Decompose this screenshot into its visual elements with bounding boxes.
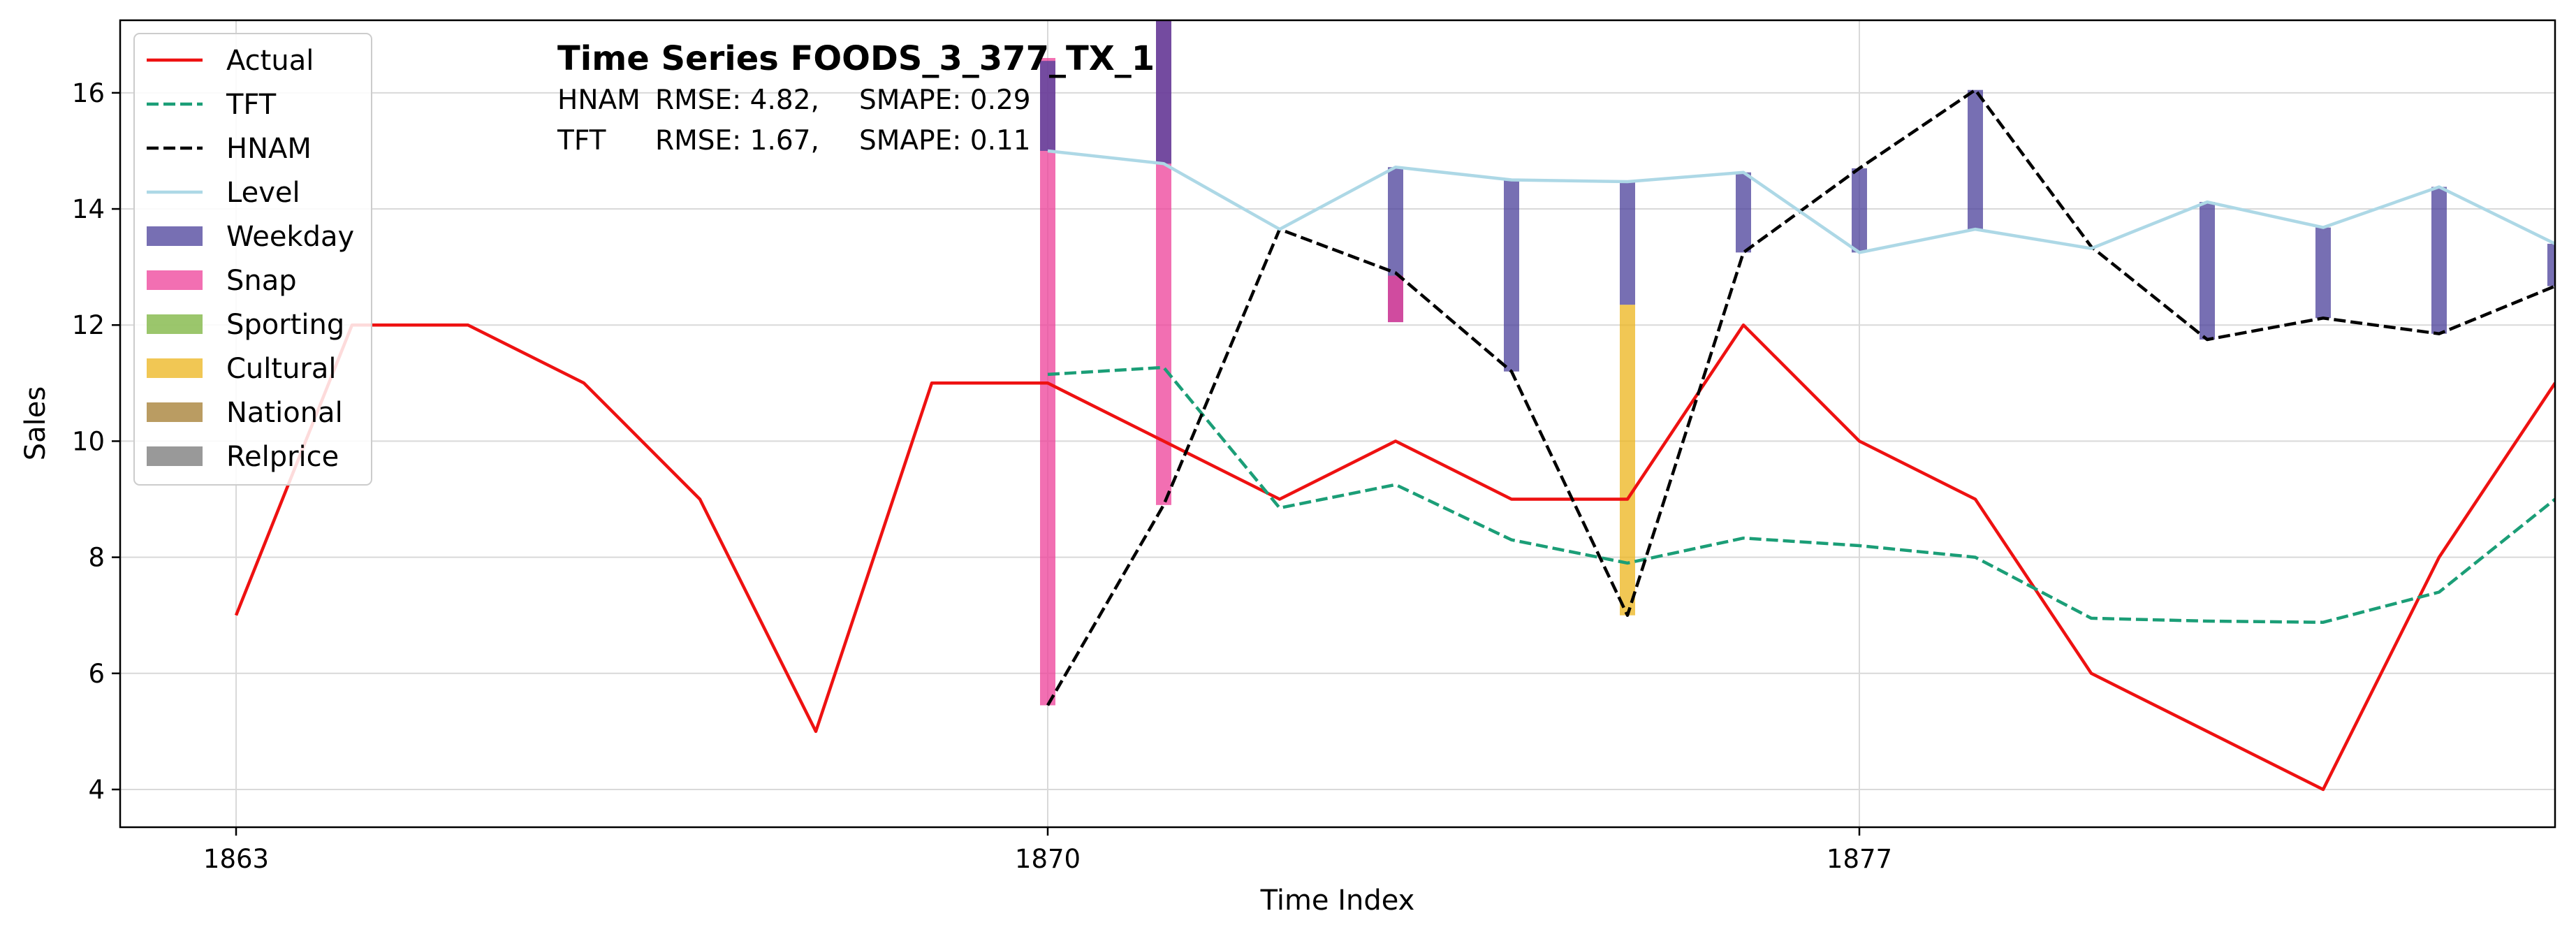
bar-weekday	[1736, 172, 1751, 253]
legend-swatch-snap	[147, 270, 203, 290]
y-tick-label: 10	[72, 426, 105, 456]
y-axis-label: Sales	[20, 386, 52, 460]
legend-label-hnam: HNAM	[226, 133, 312, 165]
bar-weekday	[2315, 227, 2331, 319]
legend-label-tft: TFT	[226, 89, 277, 121]
metric-rmse-hnam: RMSE: 4.82,	[655, 85, 819, 116]
x-tick-label: 1877	[1827, 844, 1892, 874]
y-tick-label: 16	[72, 78, 105, 108]
legend-swatch-relprice	[147, 446, 203, 466]
bar-weekday	[2200, 202, 2215, 340]
legend: Actual TFT HNAM Level Weekday Snap Sporting Cul…	[133, 33, 372, 486]
axis-ticks: 1863 1870 1877 4 6 8 10 12 14 16	[72, 78, 1892, 874]
series-line-level	[1047, 149, 2555, 254]
bar-cultural	[1620, 305, 1635, 616]
bar-weekday	[1968, 89, 1983, 230]
x-axis-label: Time Index	[1260, 885, 1415, 917]
legend-label-national: National	[226, 397, 343, 429]
bar-weekday	[1504, 180, 1519, 372]
legend-label-weekday: Weekday	[226, 221, 354, 253]
bar-weekday	[2431, 187, 2447, 334]
chart-title: Time Series FOODS_3_377_TX_1	[557, 39, 1155, 78]
x-tick-label: 1870	[1015, 844, 1081, 874]
plot-frame	[119, 19, 2556, 829]
legend-swatch-sporting	[147, 314, 203, 334]
y-tick-label: 12	[72, 310, 105, 340]
metric-model-tft: TFT	[557, 125, 606, 156]
metric-rmse-tft: RMSE: 1.67,	[655, 125, 819, 156]
legend-swatch-cultural	[147, 358, 203, 378]
y-tick-label: 4	[88, 775, 105, 805]
bar-snap	[1388, 275, 1403, 323]
bar-weekday	[1040, 61, 1055, 151]
bar-weekday	[2547, 243, 2555, 286]
y-tick-label: 14	[72, 194, 105, 224]
legend-label-actual: Actual	[226, 45, 314, 77]
series-line-tft	[1047, 365, 2555, 624]
series-lines	[234, 88, 2555, 792]
bar-weekday	[1620, 182, 1635, 305]
metric-smape-tft: SMAPE: 0.11	[859, 125, 1031, 156]
x-tick-label: 1863	[203, 844, 269, 874]
bar-weekday	[1852, 168, 1867, 253]
legend-label-snap: Snap	[226, 265, 297, 297]
title-block: Time Series FOODS_3_377_TX_1 HNAM RMSE: …	[557, 39, 1155, 156]
legend-label-relprice: Relprice	[226, 441, 339, 473]
metric-model-hnam: HNAM	[557, 85, 641, 116]
y-tick-label: 6	[88, 659, 105, 689]
y-tick-label: 8	[88, 543, 105, 573]
series-line-hnam	[1046, 88, 2555, 706]
legend-swatch-weekday	[147, 226, 203, 246]
metric-smape-hnam: SMAPE: 0.29	[859, 85, 1031, 116]
legend-label-sporting: Sporting	[226, 309, 344, 341]
legend-label-cultural: Cultural	[226, 353, 337, 385]
bar-weekday	[1156, 20, 1171, 164]
grid	[120, 20, 2555, 827]
legend-label-level: Level	[226, 177, 300, 209]
series-line-actual	[234, 323, 2555, 792]
legend-swatch-national	[147, 402, 203, 422]
